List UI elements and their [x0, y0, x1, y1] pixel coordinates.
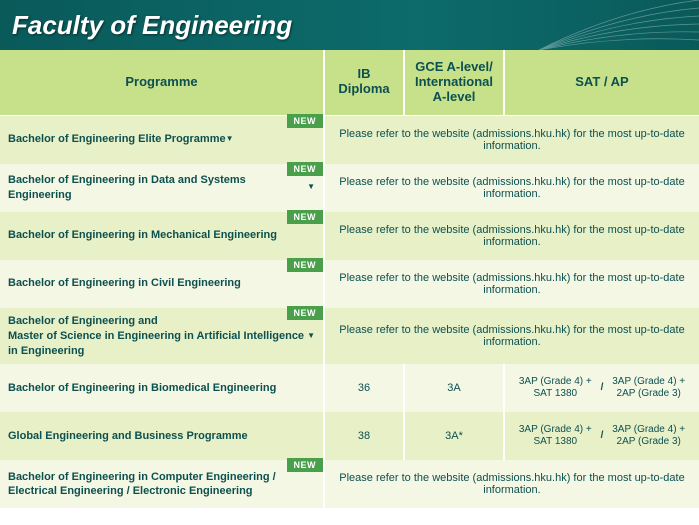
refer-website-cell: Please refer to the website (admissions.… [325, 116, 699, 164]
dropdown-caret-icon[interactable]: ▼ [226, 134, 234, 145]
sat-separator: / [598, 382, 607, 395]
programme-cell: Bachelor of Engineering Elite Programme▼… [0, 116, 325, 164]
programme-cell: Bachelor of Engineering in Data and Syst… [0, 164, 325, 212]
new-badge: NEW [287, 162, 324, 176]
gce-cell: 3A* [405, 412, 505, 460]
sat-option-1: 3AP (Grade 4) + SAT 1380 [513, 376, 598, 401]
sat-cell: 3AP (Grade 4) + SAT 1380/3AP (Grade 4) +… [505, 412, 699, 460]
refer-website-cell: Please refer to the website (admissions.… [325, 260, 699, 308]
table-row: Global Engineering and Business Programm… [0, 412, 699, 460]
dropdown-caret-icon[interactable]: ▼ [307, 182, 315, 193]
table-row: Bachelor of Engineering in Computer Engi… [0, 460, 699, 508]
programme-cell: Bachelor of Engineering in Biomedical En… [0, 364, 325, 412]
programme-link[interactable]: Global Engineering and Business Programm… [8, 429, 248, 444]
programme-cell: Bachelor of Engineering in Computer Engi… [0, 460, 325, 508]
table-body: Bachelor of Engineering Elite Programme▼… [0, 116, 699, 509]
table-row: Bachelor of Engineering in Data and Syst… [0, 164, 699, 212]
new-badge: NEW [287, 210, 324, 224]
sat-option-1: 3AP (Grade 4) + SAT 1380 [513, 424, 598, 449]
programme-link[interactable]: Bachelor of Engineering in Computer Engi… [8, 470, 315, 500]
table-row: Bachelor of Engineering in Civil Enginee… [0, 260, 699, 308]
refer-website-cell: Please refer to the website (admissions.… [325, 308, 699, 365]
refer-website-cell: Please refer to the website (admissions.… [325, 212, 699, 260]
table-row: Bachelor of Engineering in Biomedical En… [0, 364, 699, 412]
dropdown-caret-icon[interactable]: ▼ [307, 331, 315, 342]
programme-link[interactable]: Bachelor of Engineering in Biomedical En… [8, 381, 276, 396]
programme-link[interactable]: Bachelor of Engineering in Mechanical En… [8, 228, 277, 243]
page-title: Faculty of Engineering [12, 10, 292, 41]
programme-link[interactable]: Bachelor of Engineering and Master of Sc… [8, 314, 307, 359]
new-badge: NEW [287, 114, 324, 128]
new-badge: NEW [287, 458, 324, 472]
sat-option-2: 3AP (Grade 4) + 2AP (Grade 3) [606, 376, 691, 401]
refer-website-cell: Please refer to the website (admissions.… [325, 460, 699, 508]
programme-link[interactable]: Bachelor of Engineering Elite Programme [8, 132, 226, 147]
col-gce: GCE A-level/ International A-level [405, 50, 505, 115]
table-row: Bachelor of Engineering in Mechanical En… [0, 212, 699, 260]
table-row: Bachelor of Engineering Elite Programme▼… [0, 116, 699, 164]
col-ib: IB Diploma [325, 50, 405, 115]
sat-option-2: 3AP (Grade 4) + 2AP (Grade 3) [606, 424, 691, 449]
table-row: Bachelor of Engineering and Master of Sc… [0, 308, 699, 365]
gce-cell: 3A [405, 364, 505, 412]
programme-cell: Bachelor of Engineering in Civil Enginee… [0, 260, 325, 308]
ib-cell: 38 [325, 412, 405, 460]
sat-cell: 3AP (Grade 4) + SAT 1380/3AP (Grade 4) +… [505, 364, 699, 412]
new-badge: NEW [287, 306, 324, 320]
sat-separator: / [598, 430, 607, 443]
programme-cell: Bachelor of Engineering in Mechanical En… [0, 212, 325, 260]
table-header: Programme IB Diploma GCE A-level/ Intern… [0, 50, 699, 116]
ib-cell: 36 [325, 364, 405, 412]
programme-cell: Bachelor of Engineering and Master of Sc… [0, 308, 325, 365]
programme-link[interactable]: Bachelor of Engineering in Data and Syst… [8, 173, 307, 203]
programme-link[interactable]: Bachelor of Engineering in Civil Enginee… [8, 276, 241, 291]
col-programme: Programme [0, 50, 325, 115]
new-badge: NEW [287, 258, 324, 272]
refer-website-cell: Please refer to the website (admissions.… [325, 164, 699, 212]
page-header: Faculty of Engineering [0, 0, 699, 50]
col-sat: SAT / AP [505, 50, 699, 115]
header-decoration [539, 0, 699, 50]
programme-cell: Global Engineering and Business Programm… [0, 412, 325, 460]
